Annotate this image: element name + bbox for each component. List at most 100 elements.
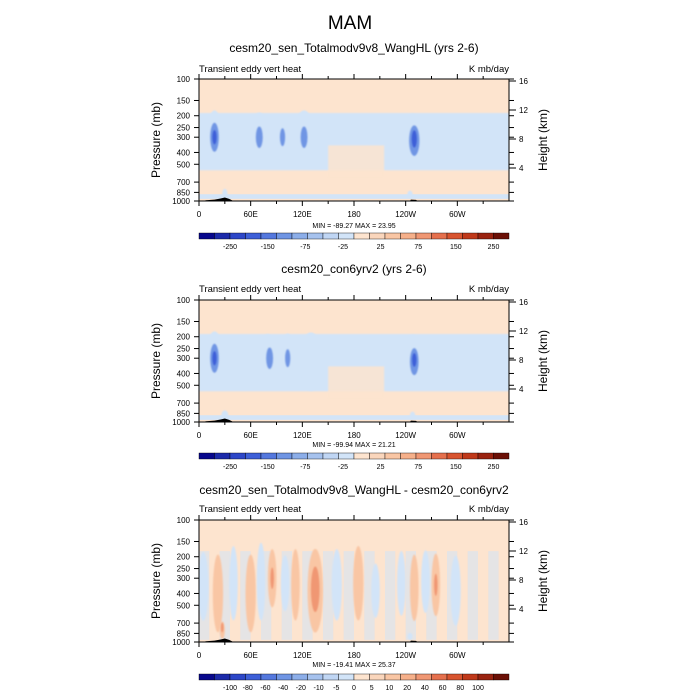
- height-tick-label: 8: [519, 576, 524, 585]
- contour-blob: [255, 126, 263, 148]
- contour-blob: [450, 555, 461, 626]
- y-axis-right-label: Height (km): [536, 330, 550, 392]
- colorbar-label: 25: [377, 244, 385, 251]
- y-tick-label: 850: [177, 188, 191, 197]
- y-tick-label: 500: [177, 160, 191, 169]
- contour-blob: [245, 554, 256, 633]
- diff-stripe: [457, 551, 468, 640]
- y-tick-label: 300: [177, 133, 191, 142]
- colorbar-label: 75: [414, 244, 422, 251]
- colorbar-label: -25: [338, 244, 348, 251]
- y-tick-label: 250: [177, 565, 191, 574]
- x-tick-label: 0: [197, 651, 202, 660]
- colorbar-label: 60: [439, 685, 447, 692]
- colorbar-box: [462, 232, 479, 240]
- colorbar: -100 -80 -60 -40 -20 -10 -5 0 5 10 20 40 60 80 100: [198, 673, 510, 692]
- contour-blob: [266, 347, 274, 369]
- y-tick-label: 200: [177, 333, 191, 342]
- colorbar-box: [307, 452, 324, 460]
- diff-stripe: [323, 551, 334, 640]
- contour-blob: [212, 130, 217, 145]
- colorbar-box: [369, 673, 386, 681]
- y-tick-label: 100: [177, 516, 191, 525]
- panel-title: cesm20_con6yrv2 (yrs 2-6): [281, 262, 426, 276]
- colorbar-box: [493, 232, 510, 240]
- dateline-tongue: [328, 366, 385, 400]
- y-axis-label: Pressure (mb): [149, 323, 163, 399]
- y-axis-label: Pressure (mb): [149, 543, 163, 619]
- height-tick-label: 12: [519, 106, 528, 115]
- colorbar-box: [431, 232, 448, 240]
- panel-left-label: Transient eddy vert heat: [199, 504, 301, 515]
- colorbar-label: 10: [386, 685, 394, 692]
- contour-blob: [212, 554, 224, 633]
- contour-blob: [220, 622, 224, 633]
- colorbar-label: -40: [278, 685, 288, 692]
- y-tick-label: 700: [177, 178, 191, 187]
- colorbar-box: [229, 673, 246, 681]
- colorbar-box: [276, 673, 293, 681]
- colorbar-box: [338, 673, 355, 681]
- contour-blob: [280, 555, 290, 612]
- lower-band: [199, 194, 509, 199]
- diff-stripe: [436, 551, 447, 640]
- contour-blob: [229, 546, 238, 621]
- colorbar-box: [477, 232, 494, 240]
- colorbar-box: [245, 673, 262, 681]
- contour-blob: [285, 349, 291, 368]
- colorbar-label: -100: [223, 685, 237, 692]
- diff-stripe: [467, 551, 478, 640]
- y-tick-label: 400: [177, 148, 191, 157]
- colorbar-box: [431, 673, 448, 681]
- y-tick-label: 500: [177, 601, 191, 610]
- colorbar-label: -75: [300, 244, 310, 251]
- colorbar-label: -10: [314, 685, 324, 692]
- colorbar-box: [245, 452, 262, 460]
- y-tick-label: 1000: [172, 418, 190, 427]
- x-tick-label: 60E: [244, 651, 258, 660]
- contour-blob: [412, 353, 417, 367]
- topography: [203, 197, 234, 201]
- colorbar-box: [369, 452, 386, 460]
- x-tick-label: 120E: [293, 651, 312, 660]
- diff-stripe: [364, 551, 375, 640]
- colorbar-box: [415, 673, 432, 681]
- contour-blob: [371, 563, 380, 619]
- contour-blob: [409, 411, 416, 419]
- x-tick-label: 120E: [293, 210, 312, 219]
- x-tick-label: 180: [347, 431, 361, 440]
- colorbar-label: -75: [300, 464, 310, 471]
- y-tick-label: 1000: [172, 638, 190, 647]
- diff-stripe: [416, 551, 427, 640]
- colorbar-label: -80: [243, 685, 253, 692]
- colorbar-box: [260, 452, 277, 460]
- panel-right-label: K mb/day: [469, 504, 509, 515]
- colorbar-box: [384, 232, 401, 240]
- panel-right-label: K mb/day: [469, 284, 509, 295]
- contour-field: [199, 300, 509, 422]
- height-tick-label: 16: [519, 77, 528, 86]
- diff-stripe: [478, 551, 489, 640]
- y-tick-label: 850: [177, 629, 191, 638]
- contour-blob: [270, 567, 274, 589]
- colorbar-label: 150: [450, 464, 462, 471]
- diff-stripe: [271, 551, 282, 640]
- contour-blob: [331, 549, 342, 621]
- height-tick-label: 16: [519, 518, 528, 527]
- colorbar-box: [214, 673, 231, 681]
- y-tick-label: 400: [177, 589, 191, 598]
- panel-3: cesm20_sen_Totalmodv9v8_WangHL - cesm20_…: [149, 483, 550, 692]
- y-tick-label: 500: [177, 381, 191, 390]
- colorbar: -250 -150 -75 -25 25 75 150 250: [198, 452, 510, 471]
- colorbar-box: [400, 673, 417, 681]
- colorbar-box: [229, 232, 246, 240]
- colorbar-label: 80: [456, 685, 464, 692]
- colorbar-box: [322, 452, 339, 460]
- figure-title: MAM: [328, 13, 372, 34]
- x-tick-label: 60W: [449, 210, 466, 219]
- colorbar-box: [462, 673, 479, 681]
- colorbar-label: -250: [223, 464, 237, 471]
- x-axis: 0 60E 120E 180 120W 60W: [197, 295, 484, 440]
- y-axis-right: 16 12 8 4: [509, 298, 528, 394]
